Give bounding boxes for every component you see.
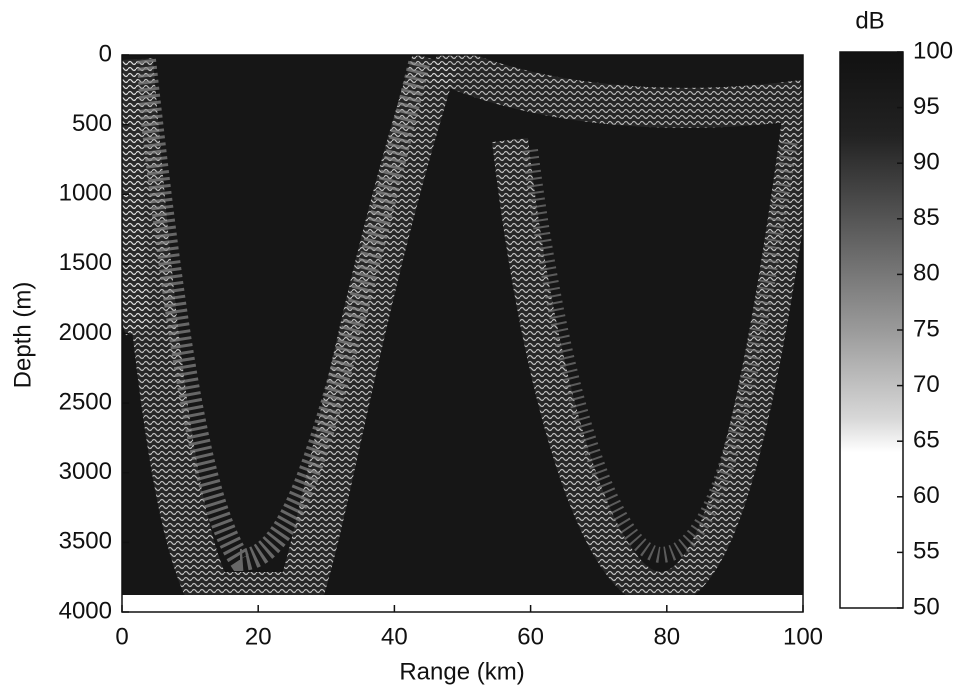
heatmap-field (122, 55, 803, 612)
colorbar-tick-label: 100 (913, 37, 953, 64)
y-tick-label: 1500 (59, 249, 112, 276)
colorbar-tick-label: 80 (913, 260, 940, 287)
x-tick-label: 20 (245, 623, 272, 650)
colorbar-label: dB (855, 7, 884, 34)
y-tick-label: 1000 (59, 180, 112, 207)
y-tick-label: 500 (72, 110, 112, 137)
x-tick-label: 0 (115, 623, 128, 650)
x-axis-label: Range (km) (399, 658, 524, 685)
y-axis-label: Depth (m) (9, 282, 36, 389)
x-tick-label: 100 (783, 623, 823, 650)
y-tick-label: 4000 (59, 597, 112, 624)
colorbar (839, 51, 904, 609)
y-tick-label: 3000 (59, 458, 112, 485)
y-tick-label: 2500 (59, 388, 112, 415)
y-tick-label: 3500 (59, 528, 112, 555)
x-tick-label: 40 (381, 623, 408, 650)
colorbar-tick-label: 60 (913, 482, 940, 509)
y-tick-label: 0 (99, 40, 112, 67)
colorbar-tick-label: 55 (913, 538, 940, 565)
colorbar-tick-label: 65 (913, 427, 940, 454)
colorbar-tick-label: 95 (913, 93, 940, 120)
x-tick-label: 60 (517, 623, 544, 650)
colorbar-tick-label: 90 (913, 149, 940, 176)
colorbar-tick-label: 50 (913, 593, 940, 620)
x-tick-label: 80 (653, 623, 680, 650)
colorbar-tick-label: 70 (913, 371, 940, 398)
colorbar-tick-label: 85 (913, 204, 940, 231)
y-tick-label: 2000 (59, 319, 112, 346)
colorbar-tick-label: 75 (913, 315, 940, 342)
